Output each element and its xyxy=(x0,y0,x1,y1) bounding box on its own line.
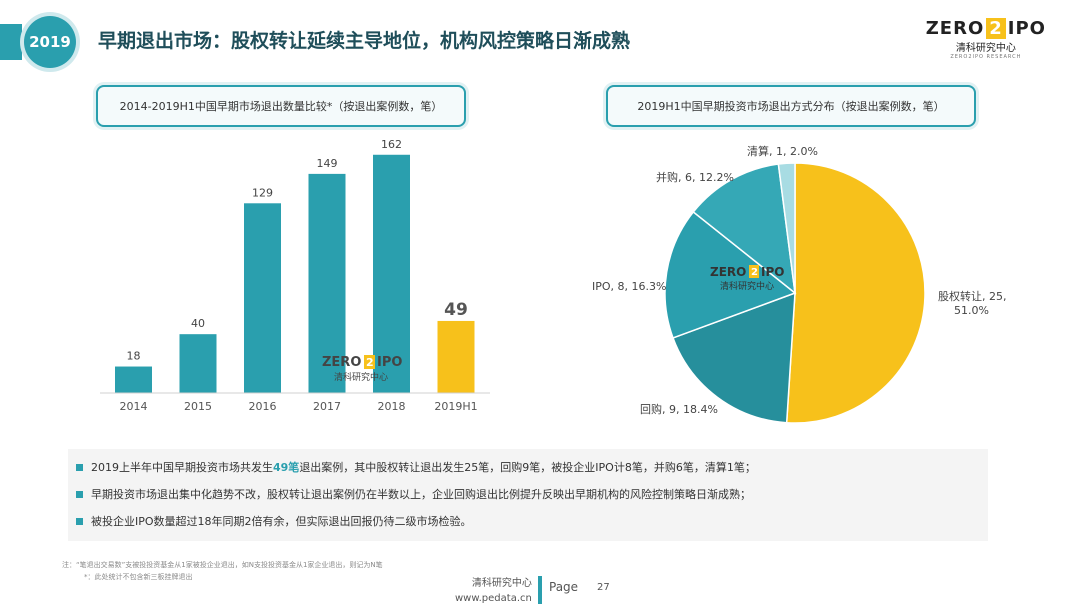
pie-label-1: 股权转让, 25, xyxy=(938,289,1007,303)
logo-text-right: IPO xyxy=(1007,18,1046,39)
bar-2018 xyxy=(373,154,410,393)
watermark-logo-box-text: 2 xyxy=(366,356,374,369)
bar-value-label-2017: 149 xyxy=(317,157,338,170)
pie-watermark-logo-box xyxy=(749,265,759,278)
bar-value-label-2019H1: 49 xyxy=(444,300,468,320)
bar-value-label-2015: 40 xyxy=(191,317,205,330)
x-tick-label-2018: 2018 xyxy=(378,400,406,413)
watermark-logo-right: IPO xyxy=(377,355,402,370)
watermark-logo-cn: 清科研究中心 xyxy=(334,371,388,383)
pie-slice-4 xyxy=(692,163,796,295)
note-1-text: 2019上半年中国早期投资市场共发生 xyxy=(91,461,273,474)
watermark-logo-left: ZERO xyxy=(322,355,361,370)
left-panel-title: 2014-2019H1中国早期市场退出数量比较*（按退出案例数，笔） xyxy=(96,85,466,127)
bullet-square-icon xyxy=(76,463,83,471)
pie-slice-3 xyxy=(664,210,797,339)
pie-watermark: ZERO 2 IPO 清科研究中心 xyxy=(710,265,784,292)
note-3: 被投企业IPO数量超过18年同期2倍有余，但实际退出回报仍待二级市场检验。 xyxy=(76,513,472,529)
note-3-text: 被投企业IPO数量超过18年同期2倍有余，但实际退出回报仍待二级市场检验。 xyxy=(91,515,472,528)
pie-slice-5 xyxy=(777,162,796,294)
footnote-1: 注：“笔退出交易数”支被投投资基金从1家被投企业退出，如N支投投资基金从1家企业… xyxy=(62,561,383,569)
pie-label-percent-1: 51.0% xyxy=(954,304,989,317)
pie-watermark-logo-right: IPO xyxy=(761,265,784,279)
bar-marks: 18 2014 40 2015 129 2016 149 2017 162 2018 49 2019H… xyxy=(115,138,478,413)
page-title: 早期退出市场：股权转让延续主导地位，机构风控策略日渐成熟 xyxy=(98,30,631,52)
logo-box: 2 xyxy=(986,18,1006,39)
x-tick-label-2017: 2017 xyxy=(313,400,341,413)
pie-slice-1 xyxy=(785,162,926,424)
year-badge: 2019 xyxy=(24,16,76,68)
pie-label-4: 并购, 6, 12.2% xyxy=(656,170,734,184)
bar-2017 xyxy=(308,173,346,393)
pie-marks: 股权转让, 25,51.0% 回购, 9, 18.4% IPO, 8, 16.3% 并… xyxy=(592,144,1007,424)
logo-cn: 清科研究中心 xyxy=(955,43,1016,54)
logo-text-left: ZERO xyxy=(925,18,985,39)
year-text: 2019 xyxy=(29,33,71,51)
footer-page-label: Page xyxy=(549,580,579,594)
title-accent-band xyxy=(0,24,22,60)
logo-en: ZERO2IPO RESEARCH xyxy=(950,54,1022,60)
bar-2019H1 xyxy=(437,320,475,393)
footer-org-name: 清科研究中心 xyxy=(471,578,532,589)
pie-label-5: 清算, 1, 2.0% xyxy=(747,144,818,158)
notes-box: 2019上半年中国早期投资市场共发生 49笔 退出案例，其中股权转让退出发生25笔，… xyxy=(68,449,988,541)
pie-label-3: IPO, 8, 16.3% xyxy=(592,280,666,293)
footer-divider xyxy=(538,576,542,604)
pie-chart: 股权转让, 25,51.0% 回购, 9, 18.4% IPO, 8, 16.3% 并… xyxy=(592,144,1007,424)
bar-value-label-2014: 18 xyxy=(127,350,141,363)
note-2: 早期投资市场退出集中化趋势不改，股权转让退出案例仍在半数以上，企业回购退出比例提… xyxy=(76,486,751,502)
bar-value-label-2016: 129 xyxy=(252,186,273,199)
bullet-square-icon xyxy=(76,490,83,498)
x-tick-label-2016: 2016 xyxy=(249,400,277,413)
bar-2014 xyxy=(115,366,152,393)
footer-page-number: 27 xyxy=(597,582,610,593)
note-1: 2019上半年中国早期投资市场共发生 49笔 退出案例，其中股权转让退出发生25笔，… xyxy=(76,459,756,475)
pie-watermark-logo-cn: 清科研究中心 xyxy=(720,280,774,292)
note-2-text: 早期投资市场退出集中化趋势不改，股权转让退出案例仍在半数以上，企业回购退出比例提… xyxy=(91,488,751,501)
x-tick-label-2019H1: 2019H1 xyxy=(434,400,477,413)
watermark-logo-box xyxy=(364,355,375,369)
footer-org: 清科研究中心 www.pedata.cn xyxy=(455,576,532,606)
note-1-highlight: 49笔 xyxy=(273,461,300,474)
pie-label-2: 回购, 9, 18.4% xyxy=(640,402,718,416)
bullet-square-icon xyxy=(76,517,83,525)
x-tick-label-2014: 2014 xyxy=(120,400,148,413)
bar-2015 xyxy=(179,334,217,393)
right-panel-title: 2019H1中国早期投资市场退出方式分布（按退出案例数，笔） xyxy=(606,85,976,127)
pie-watermark-logo-left: ZERO xyxy=(710,265,746,279)
pie-watermark-logo-box-text: 2 xyxy=(751,267,758,278)
footnote-2: *：此处统计不包含新三板挂牌退出 xyxy=(84,573,193,581)
x-tick-label-2015: 2015 xyxy=(184,400,212,413)
bar-2016 xyxy=(244,203,281,393)
zero2ipo-logo: ZERO 2 IPO 清科研究中心 ZERO2IPO RESEARCH xyxy=(926,18,1046,60)
bar-watermark: ZERO 2 IPO 清科研究中心 xyxy=(322,355,402,383)
bar-value-label-2018: 162 xyxy=(381,138,402,151)
footer-url: www.pedata.cn xyxy=(455,593,532,604)
pie-slice-2 xyxy=(672,291,796,424)
note-1-text-tail: 退出案例，其中股权转让退出发生25笔，回购9笔，被投企业IPO计8笔，并购6笔，… xyxy=(299,461,756,474)
bar-chart: 18 2014 40 2015 129 2016 149 2017 162 2018 49 2019H… xyxy=(100,138,490,413)
